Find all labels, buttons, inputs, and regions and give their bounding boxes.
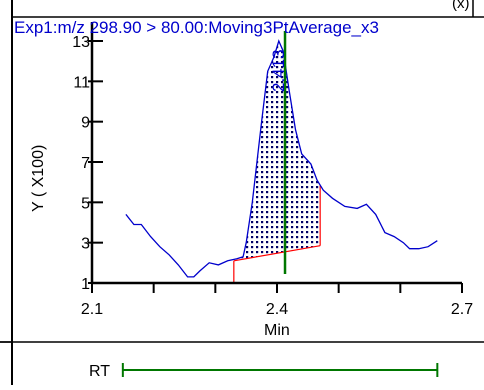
axis-layer: 13 11 9 7 5 3 1 2.1 2.4 2.7 <box>72 22 473 318</box>
plot-layer: 2.413 <box>125 31 438 283</box>
top-right-label: (x) <box>452 0 470 12</box>
chart-title: Exp1:m/z 298.90 > 80.00:Moving3PtAverage… <box>14 18 379 37</box>
y-tick-label: 11 <box>73 74 90 91</box>
y-axis-label: Y ( X100) <box>30 145 47 212</box>
peak-area-fill <box>233 41 321 261</box>
series-line <box>125 39 438 278</box>
y-tick-label: 7 <box>81 155 90 172</box>
y-tick-label: 1 <box>81 276 90 293</box>
label-layer: Exp1:m/z 298.90 > 80.00:Moving3PtAverage… <box>14 0 470 339</box>
peak-baseline <box>233 245 321 262</box>
rt-label: RT <box>89 363 110 380</box>
x-tick-label: 2.7 <box>451 301 473 318</box>
peak-label: 2.413 <box>269 49 288 92</box>
rt-bar-panel: RT <box>89 363 439 380</box>
y-tick-label: 13 <box>72 34 90 51</box>
x-tick-label: 2.1 <box>81 301 103 318</box>
y-tick-label: 5 <box>81 195 90 212</box>
y-tick-label: 9 <box>81 115 90 132</box>
x-axis-label: Min <box>264 322 290 339</box>
y-tick-label: 3 <box>81 236 90 253</box>
x-tick-label: 2.4 <box>266 301 288 318</box>
